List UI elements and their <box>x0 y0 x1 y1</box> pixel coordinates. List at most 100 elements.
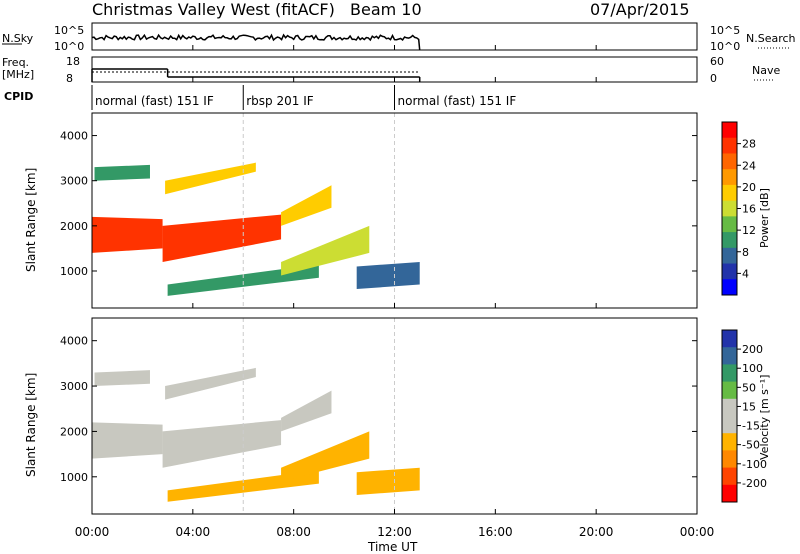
nsearch-label: N.Search <box>746 32 796 45</box>
cb-power-tick: 12 <box>742 224 756 237</box>
cpid-row: normal (fast) 151 IF rbsp 201 IF normal (f… <box>91 85 517 110</box>
cpid-label: CPID <box>4 90 33 103</box>
cb-power-tick: 4 <box>742 267 749 280</box>
nsearch-tick-high: 10^5 <box>710 24 740 37</box>
station-title: Christmas Valley West (fitACF) <box>92 0 335 19</box>
vel-panel-region-6 <box>281 431 370 482</box>
vel-panel-region-0 <box>92 422 163 459</box>
power-panel-region-2 <box>162 214 282 262</box>
nsky-tick-low: 10^0 <box>54 40 84 53</box>
cb-power-tick: 8 <box>742 246 749 259</box>
cb-vel-swatch-6 <box>722 433 737 451</box>
velocity-panel <box>92 318 420 514</box>
cpid-segment-1: rbsp 201 IF <box>246 94 313 108</box>
cb-vel-swatch-4 <box>722 398 737 417</box>
y-tick-label: 2000 <box>60 220 88 233</box>
cb-power-swatch-2 <box>722 153 737 170</box>
y-tick-label: 3000 <box>60 380 88 393</box>
x-tick-label: 16:00 <box>478 525 513 539</box>
cb-vel-swatch-3 <box>722 381 737 400</box>
cb-power-swatch-10 <box>722 279 737 296</box>
cb-vel-swatch-1 <box>722 347 737 365</box>
cb-vel-tick: -100 <box>742 458 767 471</box>
power-colorbar: 28 24 20 16 12 8 4 <box>721 121 756 296</box>
cb-power-swatch-9 <box>722 263 737 280</box>
cb-power-swatch-8 <box>722 247 737 265</box>
power-panel-region-7 <box>356 261 420 290</box>
date-label: 07/Apr/2015 <box>590 0 690 19</box>
cb-power-swatch-7 <box>722 232 737 249</box>
freq-tick-low: 8 <box>66 72 73 85</box>
power-panel-region-1 <box>94 164 150 181</box>
x-tick-label: 04:00 <box>176 525 211 539</box>
cb-vel-tick: -50 <box>742 439 760 452</box>
cb-power-swatch-4 <box>722 184 737 202</box>
y-ticks: 1000 2000 3000 4000 1000 2000 3000 4000 <box>60 130 697 484</box>
cb-power-tick: 20 <box>742 181 756 194</box>
x-tick-label: 00:00 <box>75 525 110 539</box>
power-panel-region-3 <box>165 162 256 195</box>
cb-vel-swatch-7 <box>722 450 737 469</box>
velocity-ylabel: Slant Range [km] <box>24 373 38 477</box>
cb-power-swatch-1 <box>722 137 737 154</box>
beam-label: Beam 10 <box>350 0 422 19</box>
x-tick-label: 00:00 <box>680 525 715 539</box>
nsky-label: N.Sky <box>2 32 34 45</box>
cpid-segment-2: normal (fast) 151 IF <box>398 94 517 108</box>
freq-tick-high: 18 <box>66 55 80 68</box>
nave-label: Nave <box>752 64 780 77</box>
cb-vel-swatch-9 <box>722 484 737 503</box>
time-xlabel: Time UT <box>367 540 418 554</box>
freq-series <box>91 68 421 82</box>
power-panel-region-0 <box>92 216 163 253</box>
power-colorbar-title: Power [dB] <box>758 188 771 248</box>
nave-tick-low: 0 <box>710 72 717 85</box>
cb-vel-swatch-5 <box>722 416 737 434</box>
y-tick-label: 3000 <box>60 175 88 188</box>
cb-vel-swatch-2 <box>722 364 737 383</box>
y-tick-label: 2000 <box>60 425 88 438</box>
nsky-tick-high: 10^5 <box>54 24 84 37</box>
velocity-colorbar-title: Velocity [m s⁻¹] <box>758 375 771 460</box>
cb-vel-tick: 100 <box>742 362 763 375</box>
cb-vel-tick: -200 <box>742 477 767 490</box>
cb-power-swatch-5 <box>722 200 737 217</box>
freq-unit-label: [MHz] <box>2 68 34 81</box>
velocity-colorbar: 200 100 50 15 -15 -50 -100 -200 <box>721 329 767 503</box>
nsky-series <box>91 33 421 51</box>
y-tick-label: 1000 <box>60 265 88 278</box>
cb-power-swatch-6 <box>722 216 737 233</box>
y-tick-label: 1000 <box>60 471 88 484</box>
x-ticks: 00:00 04:00 08:00 12:00 16:00 20:00 00:00 <box>75 45 715 539</box>
power-panel-region-5 <box>281 185 332 226</box>
freq-label: Freq. <box>2 56 29 69</box>
cb-vel-tick: -15 <box>742 420 760 433</box>
vel-panel-region-3 <box>165 367 256 400</box>
cb-vel-swatch-8 <box>722 467 737 486</box>
cb-power-swatch-0 <box>722 122 737 139</box>
cb-vel-tick: 15 <box>742 400 756 413</box>
vel-panel-region-7 <box>356 467 420 495</box>
cpid-segment-0: normal (fast) 151 IF <box>95 94 214 108</box>
power-ylabel: Slant Range [km] <box>24 168 38 272</box>
x-tick-label: 20:00 <box>579 525 614 539</box>
vel-panel-region-2 <box>162 420 282 468</box>
cb-power-tick: 24 <box>742 159 756 172</box>
cb-power-tick: 28 <box>742 138 756 151</box>
nave-tick-high: 60 <box>710 55 724 68</box>
power-panel <box>92 113 420 308</box>
x-tick-label: 12:00 <box>377 525 412 539</box>
power-panel-region-6 <box>281 225 370 276</box>
y-tick-label: 4000 <box>60 130 88 143</box>
x-tick-label: 08:00 <box>276 525 311 539</box>
nsearch-tick-low: 10^0 <box>710 40 740 53</box>
cb-vel-tick: 50 <box>742 381 756 394</box>
cb-power-swatch-3 <box>722 169 737 186</box>
vel-panel-region-5 <box>281 390 332 432</box>
y-tick-label: 4000 <box>60 335 88 348</box>
cb-vel-tick: 200 <box>742 343 763 356</box>
vel-panel-region-1 <box>94 370 150 387</box>
cb-vel-swatch-0 <box>722 330 737 348</box>
cb-power-tick: 16 <box>742 203 756 216</box>
